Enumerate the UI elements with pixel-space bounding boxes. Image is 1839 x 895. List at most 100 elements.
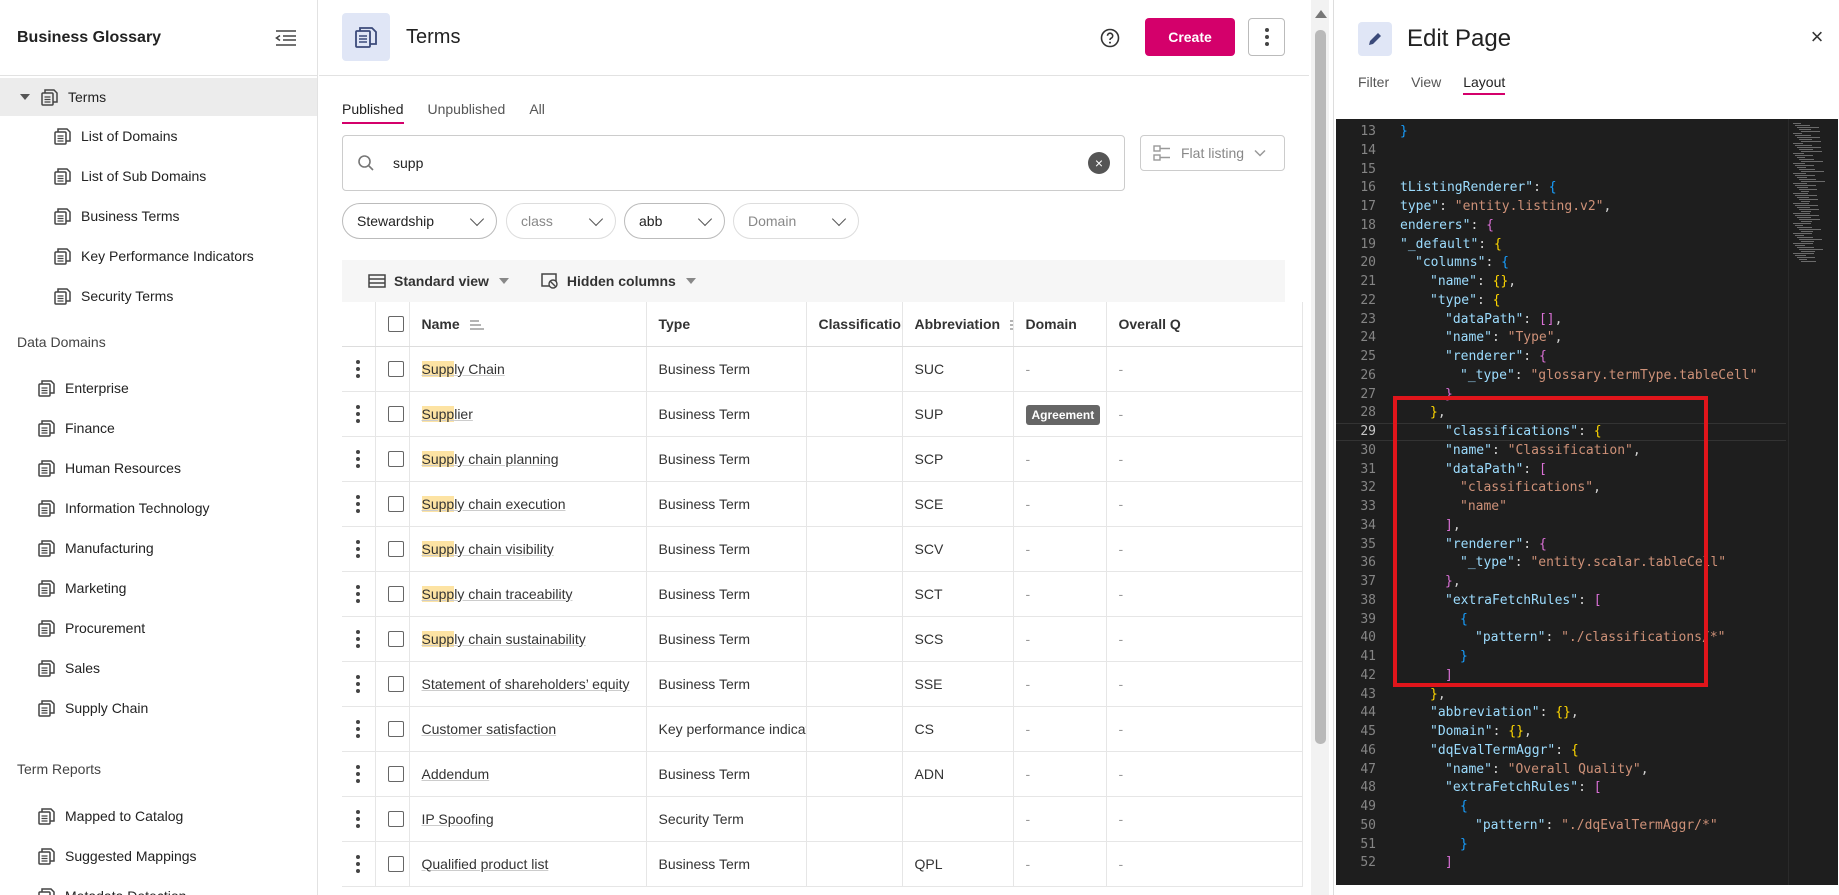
domain-badge[interactable]: Agreement: [1025, 404, 1101, 425]
more-options-button[interactable]: [1248, 18, 1285, 56]
code-editor[interactable]: 13 14 15 16 17 18 19 20 21 22 23 24 25 26 27 28 29 30 31 32…: [1336, 119, 1838, 885]
column-header-domain[interactable]: Domain: [1013, 302, 1107, 347]
kebab-icon[interactable]: [354, 629, 363, 648]
filter-chip-abb[interactable]: abb: [624, 203, 725, 239]
table-row[interactable]: Supply chain planning Business Term SCP - -: [342, 436, 1303, 482]
tab-filter[interactable]: Filter: [1358, 74, 1390, 90]
kebab-icon[interactable]: [354, 494, 363, 513]
kebab-icon[interactable]: [354, 539, 363, 558]
term-name-link[interactable]: Supplier: [421, 405, 473, 422]
table-row[interactable]: Supply chain traceability Business Term SC…: [342, 571, 1303, 617]
kebab-icon[interactable]: [354, 719, 363, 738]
table-row[interactable]: Supply chain visibility Business Term SCV -…: [342, 526, 1303, 572]
create-button[interactable]: Create: [1145, 18, 1235, 56]
row-checkbox[interactable]: [387, 811, 404, 828]
term-name-link[interactable]: Supply chain planning: [421, 450, 559, 467]
sidebar-item-key-performance-indicators[interactable]: Key Performance Indicators: [53, 238, 254, 274]
sidebar-item-finance[interactable]: Finance: [37, 410, 115, 446]
row-checkbox[interactable]: [387, 541, 404, 558]
tab-unpublished[interactable]: Unpublished: [427, 101, 506, 117]
kebab-icon[interactable]: [354, 584, 363, 603]
sidebar-item-list-of-sub-domains[interactable]: List of Sub Domains: [53, 158, 206, 194]
sidebar-item-sales[interactable]: Sales: [37, 650, 100, 686]
row-checkbox[interactable]: [387, 361, 404, 378]
table-row[interactable]: Supply Chain Business Term SUC - -: [342, 346, 1303, 392]
term-name-link[interactable]: Supply chain sustainability: [421, 630, 586, 647]
term-name-link[interactable]: Supply chain visibility: [421, 540, 554, 557]
clear-icon[interactable]: ×: [1088, 152, 1110, 174]
table-row[interactable]: Supplier Business Term SUP Agreement -: [342, 391, 1303, 437]
filter-chip-class[interactable]: class: [506, 203, 616, 239]
column-header-abbreviation[interactable]: Abbreviation: [902, 302, 1014, 347]
standard-view-select[interactable]: Standard view: [368, 273, 509, 289]
term-name-link[interactable]: Qualified product list: [422, 856, 549, 872]
sort-icon[interactable]: [469, 320, 484, 330]
help-circle-icon[interactable]: [1099, 27, 1121, 49]
table-row[interactable]: Qualified product list Business Term QPL - -: [342, 841, 1303, 887]
sidebar-item-security-terms[interactable]: Security Terms: [53, 278, 173, 314]
row-checkbox[interactable]: [387, 496, 404, 513]
column-header-type[interactable]: Type: [646, 302, 807, 347]
table-row[interactable]: Supply chain execution Business Term SCE - -: [342, 481, 1303, 527]
tab-all[interactable]: All: [529, 101, 545, 117]
filter-chip-stewardship[interactable]: Stewardship: [342, 203, 497, 239]
column-header-name[interactable]: Name: [409, 302, 647, 347]
kebab-icon[interactable]: [354, 404, 363, 423]
table-row[interactable]: Supply chain sustainability Business Term…: [342, 616, 1303, 662]
sidebar-item-metadata-detection[interactable]: Metadata Detection: [37, 878, 186, 895]
row-checkbox[interactable]: [387, 586, 404, 603]
term-name-link[interactable]: Statement of shareholders’ equity: [422, 676, 630, 692]
sidebar-item-human-resources[interactable]: Human Resources: [37, 450, 181, 486]
kebab-icon[interactable]: [354, 359, 363, 378]
row-checkbox[interactable]: [387, 406, 404, 423]
kebab-icon[interactable]: [354, 674, 363, 693]
code-content[interactable]: } tListingRenderer": {type": "entity.list…: [1400, 119, 1757, 885]
hidden-columns-select[interactable]: Hidden columns: [541, 273, 696, 289]
sidebar-item-list-of-domains[interactable]: List of Domains: [53, 118, 177, 154]
close-icon[interactable]: ×: [1810, 24, 1824, 49]
search-input[interactable]: supp ×: [342, 135, 1125, 191]
kebab-icon[interactable]: [354, 764, 363, 783]
kebab-icon[interactable]: [354, 809, 363, 828]
term-name-link[interactable]: Supply chain execution: [421, 495, 566, 512]
kebab-icon[interactable]: [354, 449, 363, 468]
sort-icon[interactable]: [1009, 320, 1013, 330]
term-name-link[interactable]: Supply Chain: [421, 360, 505, 377]
table-row[interactable]: Statement of shareholders’ equity Busines…: [342, 661, 1303, 707]
caret-down-icon[interactable]: [20, 94, 30, 100]
row-checkbox[interactable]: [387, 451, 404, 468]
term-name-link[interactable]: Addendum: [422, 766, 490, 782]
tab-layout[interactable]: Layout: [1463, 74, 1506, 95]
sidebar-item-business-terms[interactable]: Business Terms: [53, 198, 180, 234]
select-all-checkbox[interactable]: [387, 316, 404, 333]
code-minimap[interactable]: [1788, 119, 1838, 885]
filter-chip-domain[interactable]: Domain: [733, 203, 859, 239]
sidebar-item-marketing[interactable]: Marketing: [37, 570, 126, 606]
term-name-link[interactable]: Customer satisfaction: [422, 721, 557, 737]
sidebar-item-manufacturing[interactable]: Manufacturing: [37, 530, 154, 566]
sidebar-item-supply-chain[interactable]: Supply Chain: [37, 690, 148, 726]
table-row[interactable]: Customer satisfaction Key performance ind…: [342, 706, 1303, 752]
sidebar-item-enterprise[interactable]: Enterprise: [37, 370, 129, 406]
scroll-up-icon[interactable]: [1315, 10, 1327, 18]
sidebar-item-procurement[interactable]: Procurement: [37, 610, 145, 646]
sidebar-item-suggested-mappings[interactable]: Suggested Mappings: [37, 838, 197, 874]
row-checkbox[interactable]: [387, 676, 404, 693]
term-name-link[interactable]: IP Spoofing: [422, 811, 494, 827]
row-checkbox[interactable]: [387, 721, 404, 738]
listing-mode-select[interactable]: Flat listing: [1140, 135, 1285, 171]
collapse-menu-icon[interactable]: [275, 29, 297, 47]
kebab-icon[interactable]: [354, 854, 363, 873]
sidebar-item-information-technology[interactable]: Information Technology: [37, 490, 210, 526]
sidebar-item-mapped-to-catalog[interactable]: Mapped to Catalog: [37, 798, 183, 834]
scrollbar-thumb[interactable]: [1315, 30, 1326, 744]
row-checkbox[interactable]: [387, 631, 404, 648]
tab-view[interactable]: View: [1411, 74, 1442, 90]
table-row[interactable]: IP Spoofing Security Term - -: [342, 796, 1303, 842]
row-checkbox[interactable]: [387, 766, 404, 783]
term-name-link[interactable]: Supply chain traceability: [421, 585, 572, 602]
tab-published[interactable]: Published: [342, 101, 404, 124]
sidebar-item-terms[interactable]: Terms: [20, 79, 106, 115]
row-checkbox[interactable]: [387, 856, 404, 873]
column-header-overall-quality[interactable]: Overall Q: [1106, 302, 1303, 347]
